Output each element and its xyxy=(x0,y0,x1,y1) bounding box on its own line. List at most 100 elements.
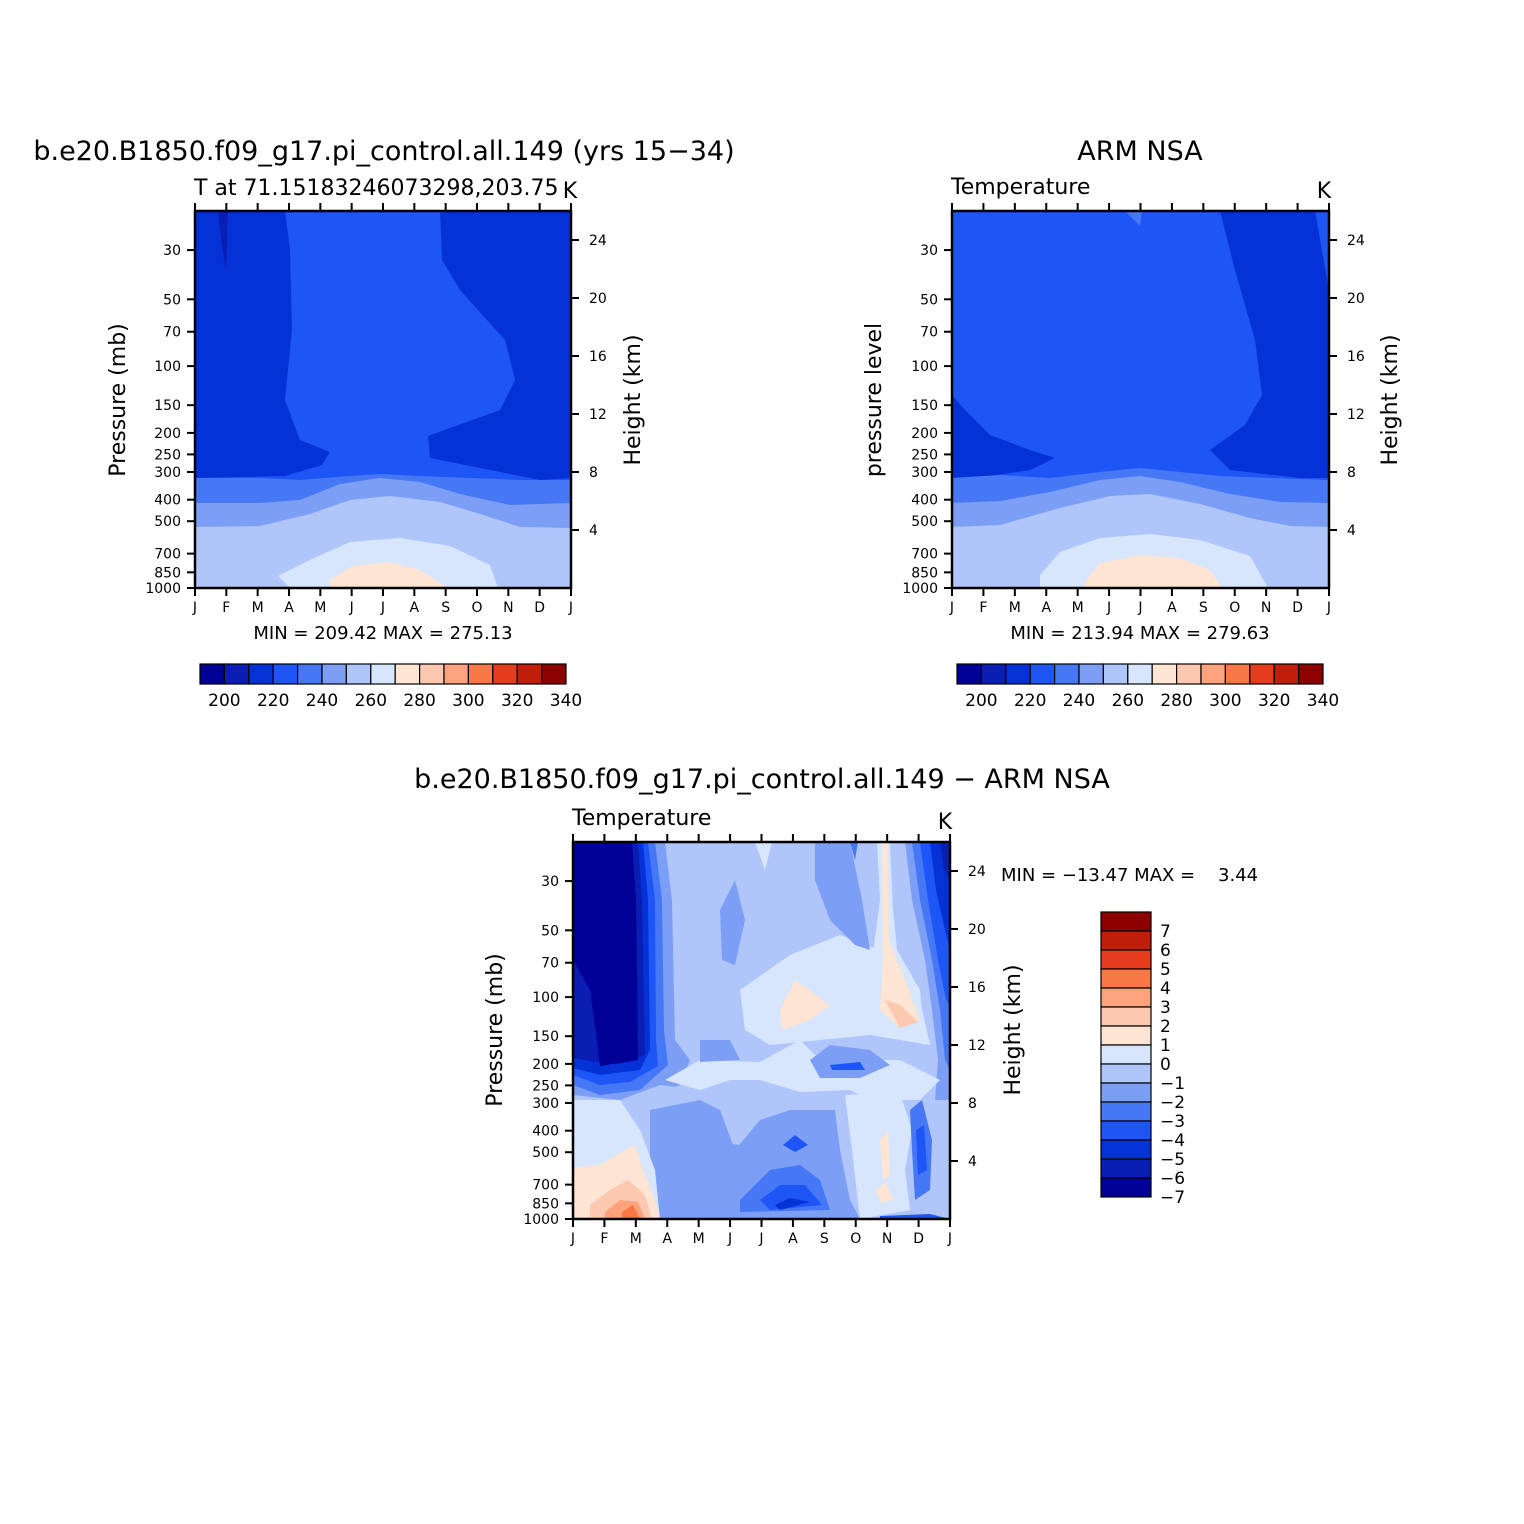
y-tick-label: 850 xyxy=(911,565,938,581)
colorbar-swatch xyxy=(272,663,299,685)
colorbar-label: 5 xyxy=(1160,960,1171,980)
colorbar-model: 200 220 240 260 280 300 320 340 xyxy=(199,663,582,711)
x-tick-label: M xyxy=(1072,600,1084,616)
x-tick-label: S xyxy=(1199,600,1208,616)
x-tick-label: A xyxy=(662,1231,672,1247)
y-tick-label: 150 xyxy=(532,1029,559,1045)
colorbar-swatch xyxy=(345,663,372,685)
colorbar-swatch xyxy=(1224,663,1251,685)
colorbar-label: 2 xyxy=(1160,1017,1171,1037)
x-tick-label: J xyxy=(1106,600,1111,616)
y-tick-label: 250 xyxy=(154,447,181,463)
colorbar-swatch xyxy=(1100,911,1152,932)
y-tick-label: 100 xyxy=(532,990,559,1006)
y-tick-label: 30 xyxy=(541,874,559,890)
colorbar-swatch xyxy=(1297,663,1324,685)
panel-subtitle: Temperature xyxy=(950,175,1090,200)
min-max-text: MIN = −13.47 MAX = 3.44 xyxy=(1001,865,1258,886)
colorbar-label: 280 xyxy=(1160,691,1192,711)
y-tick-label: 250 xyxy=(532,1078,559,1094)
contour-field xyxy=(573,842,950,1219)
height-tick-label: 8 xyxy=(589,465,598,481)
colorbar-swatch xyxy=(1078,663,1104,685)
colorbar-swatch xyxy=(1151,663,1178,685)
x-tick-label: J xyxy=(727,1231,732,1247)
colorbar-swatch xyxy=(1053,663,1080,685)
x-tick-label: J xyxy=(568,600,573,616)
height-tick-label: 12 xyxy=(589,407,607,423)
colorbar-label: 320 xyxy=(1258,691,1290,711)
y-axis-label: Pressure (mb) xyxy=(106,323,131,477)
colorbar-swatch xyxy=(443,663,469,685)
y-tick-label: 850 xyxy=(532,1196,559,1212)
colorbar-swatch xyxy=(1005,663,1031,685)
height-tick-label: 8 xyxy=(968,1096,977,1112)
colorbar-swatch xyxy=(467,663,494,685)
height-tick-label: 8 xyxy=(1347,465,1356,481)
y-tick-label: 70 xyxy=(541,956,559,972)
x-tick-label: O xyxy=(1229,600,1240,616)
x-tick-label: J xyxy=(947,1231,952,1247)
colorbar-swatch xyxy=(1249,663,1275,685)
colorbar-swatch xyxy=(321,663,347,685)
y-tick-label: 200 xyxy=(911,426,938,442)
x-tick-label: S xyxy=(441,600,450,616)
height-tick-label: 24 xyxy=(1347,233,1365,249)
colorbar-label: 200 xyxy=(208,691,240,711)
x-tick-label: N xyxy=(882,1231,892,1247)
height-tick-label: 16 xyxy=(589,349,607,365)
x-tick-label: M xyxy=(693,1231,705,1247)
y-tick-label: 100 xyxy=(911,359,938,375)
colorbar-swatch xyxy=(1100,1044,1152,1065)
height-tick-label: 12 xyxy=(968,1038,986,1054)
x-tick-label: J xyxy=(758,1231,763,1247)
y-tick-label: 50 xyxy=(163,292,181,308)
colorbar-label: 340 xyxy=(1307,691,1339,711)
y-tick-label: 200 xyxy=(154,426,181,442)
x-tick-label: J xyxy=(192,600,197,616)
y-tick-label: 1000 xyxy=(145,581,181,597)
x-tick-label: F xyxy=(600,1231,608,1247)
x-tick-label: J xyxy=(380,600,385,616)
colorbar-swatch xyxy=(1100,930,1152,951)
y-tick-label: 850 xyxy=(154,565,181,581)
colorbar-label: −1 xyxy=(1160,1074,1185,1094)
height-tick-label: 24 xyxy=(589,233,607,249)
y-tick-label: 700 xyxy=(532,1178,559,1194)
x-tick-label: M xyxy=(252,600,264,616)
colorbar-swatch xyxy=(1100,1025,1152,1046)
colorbar-swatch xyxy=(1029,663,1056,685)
colorbar-swatch xyxy=(540,663,567,685)
colorbar-label: −6 xyxy=(1160,1169,1185,1189)
top-right-title: ARM NSA xyxy=(1077,136,1203,167)
height-tick-label: 16 xyxy=(1347,349,1365,365)
colorbar-label: 0 xyxy=(1160,1055,1171,1075)
bottom-title: b.e20.B1850.f09_g17.pi_control.all.149 −… xyxy=(414,764,1110,795)
panel-diff: Temperature K Pressure (mb) Height (km) … xyxy=(483,806,1258,1247)
units-label: K xyxy=(563,179,578,204)
height-tick-label: 24 xyxy=(968,864,986,880)
y-tick-label: 30 xyxy=(920,243,938,259)
x-tick-label: J xyxy=(1326,600,1331,616)
y-tick-label: 500 xyxy=(532,1145,559,1161)
y-tick-label: 400 xyxy=(154,493,181,509)
top-left-title: b.e20.B1850.f09_g17.pi_control.all.149 (… xyxy=(33,136,734,167)
y-tick-label: 700 xyxy=(154,547,181,563)
x-tick-label: F xyxy=(222,600,230,616)
colorbar-swatch xyxy=(516,663,543,685)
colorbar-label: 300 xyxy=(452,691,484,711)
colorbar-swatch xyxy=(1100,1158,1152,1179)
min-max-text: MIN = 213.94 MAX = 279.63 xyxy=(1010,623,1269,644)
colorbar-label: 6 xyxy=(1160,941,1171,961)
contour-field xyxy=(952,211,1329,588)
x-tick-label: A xyxy=(1041,600,1051,616)
colorbar-swatch xyxy=(199,663,225,685)
colorbar-swatch xyxy=(1100,1063,1152,1084)
colorbar-swatch xyxy=(1100,1006,1152,1027)
y-tick-label: 100 xyxy=(154,359,181,375)
x-tick-label: F xyxy=(979,600,987,616)
y-tick-label: 150 xyxy=(911,398,938,414)
height-tick-label: 20 xyxy=(589,291,607,307)
x-tick-label: O xyxy=(850,1231,861,1247)
